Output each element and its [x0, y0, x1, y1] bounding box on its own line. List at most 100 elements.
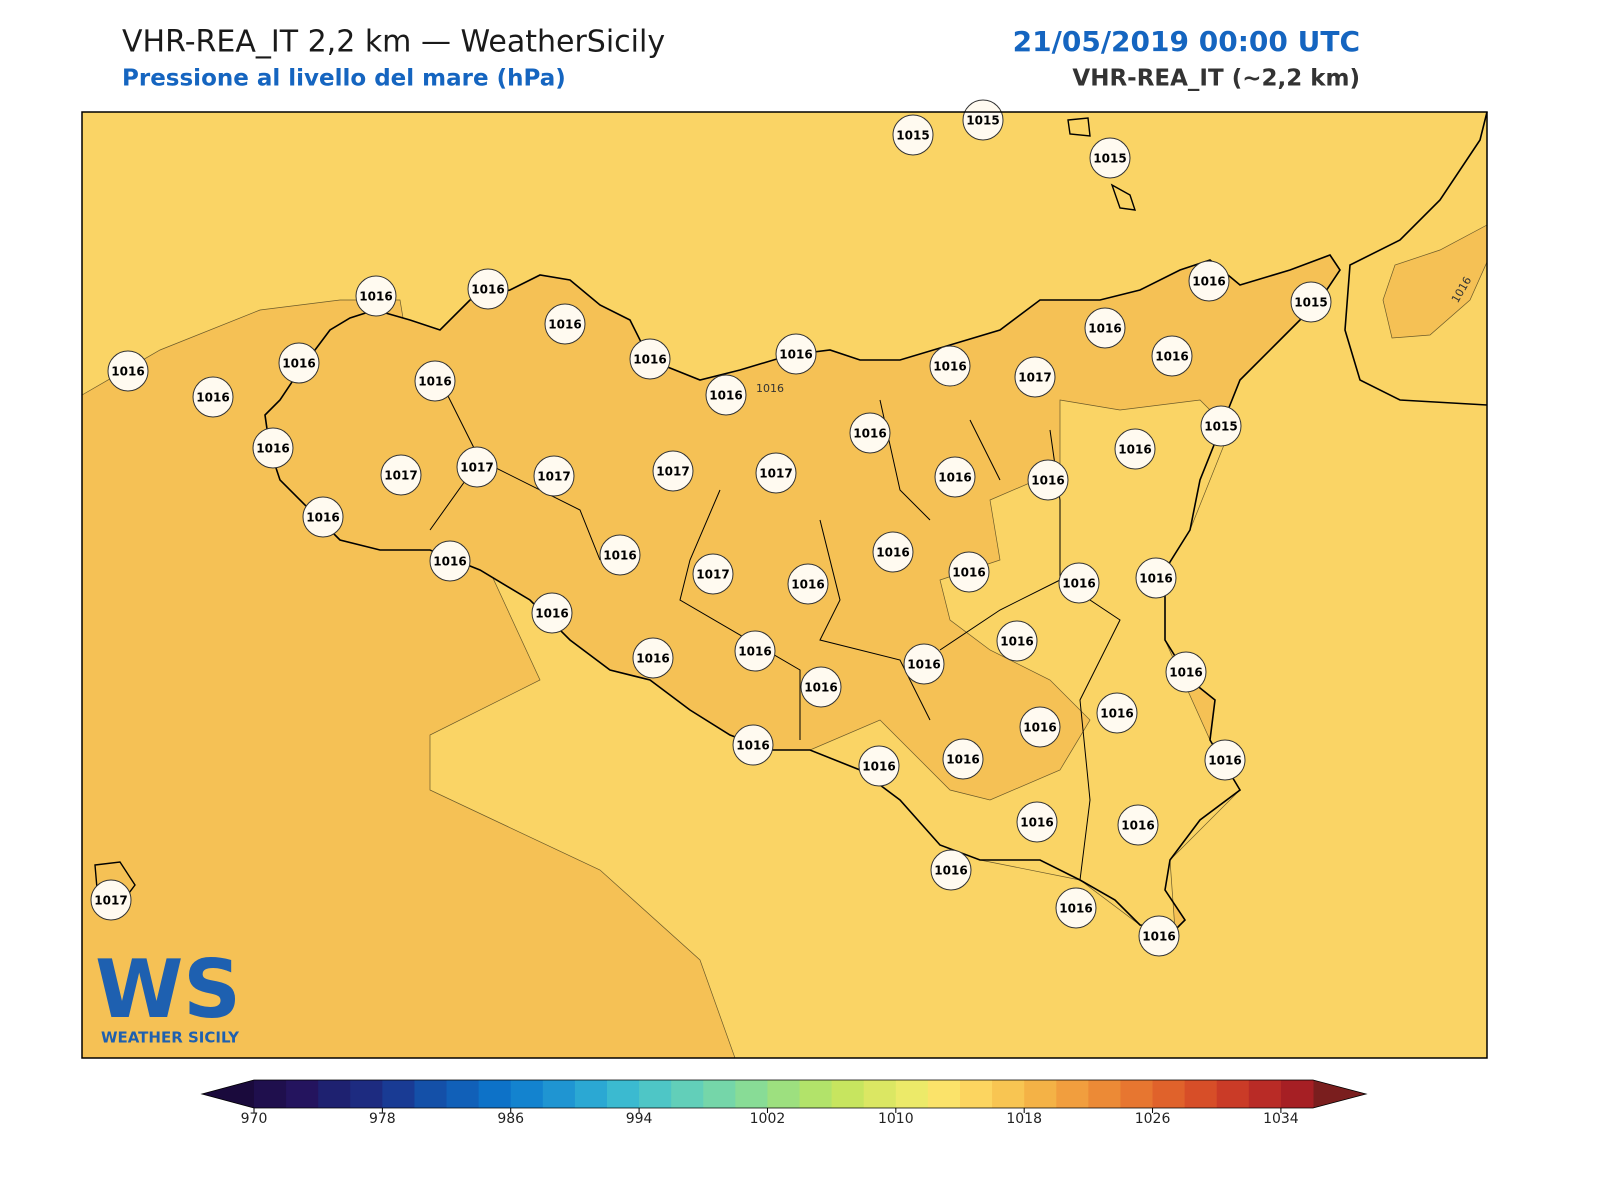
station-value: 1016 — [306, 511, 339, 525]
colorbar-cell — [414, 1080, 448, 1108]
colorbar-cell — [1248, 1080, 1282, 1108]
station-marker — [755, 452, 797, 494]
colorbar-cell — [703, 1080, 736, 1108]
colorbar-cell — [1152, 1080, 1186, 1108]
colorbar-cell — [350, 1080, 383, 1108]
colorbar-tick-label: 1010 — [878, 1111, 914, 1127]
station-value: 1016 — [779, 348, 812, 362]
station-value: 1016 — [1088, 322, 1121, 336]
station-value: 1017 — [656, 465, 689, 479]
station-value: 1016 — [1031, 474, 1064, 488]
colorbar-extend-high — [1313, 1080, 1366, 1108]
pressure-area — [1382, 224, 1488, 339]
colorbar-cell — [960, 1080, 993, 1108]
station-value: 1015 — [966, 114, 999, 128]
logo-text: WEATHER SICILY — [101, 1029, 240, 1047]
station-marker — [467, 268, 509, 310]
colorbar-cell — [1024, 1080, 1057, 1108]
station-value: 1016 — [1059, 902, 1092, 916]
station-marker — [1016, 801, 1058, 843]
colorbar-cell — [992, 1080, 1025, 1108]
station-marker — [942, 738, 984, 780]
station-marker — [1089, 137, 1131, 179]
colorbar-cell — [1184, 1080, 1218, 1108]
colorbar-outline — [200, 1079, 1368, 1109]
colorbar-cell — [799, 1080, 833, 1108]
colorbar-cell — [1056, 1080, 1089, 1108]
map-frame — [81, 111, 1488, 1059]
stations: 1015 1015 1015 1016 1016 1016 1016 1016 1016 1016… — [90, 99, 1332, 957]
colorbar: 970 978 986 994 1002 1010 1018 1026 1034 — [200, 1079, 1368, 1127]
station-marker — [872, 531, 914, 573]
station-marker — [1151, 335, 1193, 377]
station-marker — [934, 456, 976, 498]
station-value: 1016 — [359, 290, 392, 304]
station-marker — [107, 350, 149, 392]
colorbar-cell — [478, 1080, 512, 1108]
station-value: 1016 — [196, 391, 229, 405]
colorbar-cell — [542, 1080, 576, 1108]
colorbar-cell — [607, 1080, 640, 1108]
station-marker — [1058, 562, 1100, 604]
colorbar-extend-low — [202, 1080, 254, 1108]
station-marker — [629, 338, 671, 380]
station-value: 1016 — [1208, 754, 1241, 768]
station-marker — [544, 303, 586, 345]
station-marker — [652, 450, 694, 492]
station-value: 1015 — [1204, 420, 1237, 434]
station-marker — [732, 724, 774, 766]
station-value: 1016 — [1023, 721, 1056, 735]
station-value: 1016 — [282, 357, 315, 371]
station-marker — [1200, 405, 1242, 447]
colorbar-tick-label: 994 — [626, 1111, 653, 1127]
station-value: 1016 — [1192, 275, 1225, 289]
station-value: 1016 — [633, 353, 666, 367]
station-marker — [1055, 887, 1097, 929]
colorbar-tick-label: 1002 — [750, 1111, 786, 1127]
station-marker — [1019, 706, 1061, 748]
station-value: 1016 — [736, 739, 769, 753]
station-marker — [948, 551, 990, 593]
station-value: 1015 — [896, 129, 929, 143]
colorbar-cell — [831, 1080, 865, 1108]
station-value: 1016 — [804, 681, 837, 695]
station-value: 1016 — [1100, 707, 1133, 721]
station-marker — [1114, 428, 1156, 470]
station-marker — [892, 114, 934, 156]
station-marker — [533, 455, 575, 497]
station-value: 1017 — [759, 467, 792, 481]
station-value: 1016 — [862, 760, 895, 774]
station-marker — [1014, 356, 1056, 398]
station-value: 1016 — [418, 375, 451, 389]
colorbar-cell — [1120, 1080, 1154, 1108]
station-marker — [380, 454, 422, 496]
coastline — [1344, 111, 1488, 406]
station-value: 1016 — [1000, 635, 1033, 649]
colorbar-cell — [895, 1080, 929, 1108]
station-marker — [1117, 804, 1159, 846]
station-marker — [930, 849, 972, 891]
station-value: 1017 — [537, 470, 570, 484]
station-value: 1016 — [907, 658, 940, 672]
pressure-area — [81, 299, 736, 1059]
station-marker — [1135, 557, 1177, 599]
station-marker — [531, 592, 573, 634]
station-marker — [1138, 915, 1180, 957]
station-value: 1016 — [433, 555, 466, 569]
map: 1016 1016 WS WEATHER SICILY 101510151015… — [81, 99, 1488, 1059]
station-value: 1016 — [738, 645, 771, 659]
station-value: 1016 — [1155, 350, 1188, 364]
contour-label: 1016 — [756, 382, 784, 395]
station-marker — [996, 620, 1038, 662]
station-value: 1016 — [1142, 930, 1175, 944]
station-marker — [414, 360, 456, 402]
station-value: 1016 — [471, 283, 504, 297]
station-value: 1017 — [460, 461, 493, 475]
station-value: 1016 — [709, 389, 742, 403]
station-marker — [302, 496, 344, 538]
colorbar-cell — [574, 1080, 608, 1108]
station-marker — [849, 412, 891, 454]
station-marker — [962, 99, 1004, 141]
station-value: 1015 — [1093, 152, 1126, 166]
station-marker — [903, 643, 945, 685]
